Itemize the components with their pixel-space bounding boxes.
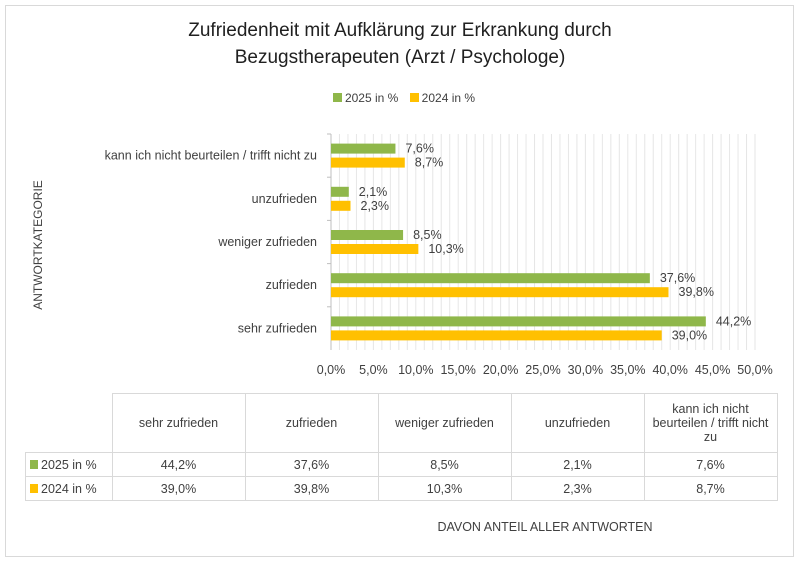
x-tick-label: 5,0%: [359, 363, 388, 377]
table-cell: 8,5%: [377, 452, 512, 477]
category-label: weniger zufrieden: [217, 235, 317, 249]
x-tick-label: 0,0%: [317, 363, 346, 377]
data-label: 8,5%: [413, 228, 442, 242]
data-label: 44,2%: [716, 314, 751, 328]
table-row-label: 2024 in %: [25, 476, 113, 501]
data-label: 2,3%: [361, 199, 390, 213]
legend-label-2025: 2025 in %: [344, 90, 399, 105]
category-label: kann ich nicht beurteilen / trifft nicht…: [105, 149, 317, 163]
chart-frame: [5, 5, 794, 557]
table-cell: 10,3%: [377, 476, 512, 501]
row-label-text: 2025 in %: [41, 457, 97, 472]
legend-swatch-2024: [409, 93, 419, 103]
data-label: 39,0%: [672, 328, 707, 342]
category-label: zufrieden: [266, 278, 317, 292]
legend-label-2024: 2024 in %: [421, 90, 476, 105]
bar-2025: [331, 186, 349, 197]
category-label: sehr zufrieden: [238, 321, 317, 335]
bar-2024: [331, 330, 662, 341]
data-table: sehr zufrieden zufrieden weniger zufried…: [25, 393, 778, 501]
table-header-row: sehr zufrieden zufrieden weniger zufried…: [25, 393, 778, 453]
bar-2024: [331, 200, 351, 211]
x-tick-label: 35,0%: [610, 363, 645, 377]
category-label: unzufrieden: [252, 192, 317, 206]
bar-2024: [331, 244, 419, 254]
legend-swatch-2025: [332, 93, 342, 103]
table-row-2024: 2024 in % 39,0% 39,8% 10,3% 2,3% 8,7%: [25, 476, 778, 501]
table-header: sehr zufrieden: [111, 393, 246, 453]
bar-2025: [331, 143, 396, 154]
x-tick-label: 25,0%: [525, 363, 560, 377]
chart-title-line-2: Bezugstherapeuten (Arzt / Psychologe): [234, 47, 566, 68]
data-label: 2,1%: [359, 185, 388, 199]
table-corner: [25, 393, 113, 453]
table-header: kann ich nicht beurteilen / trifft nicht…: [643, 393, 778, 453]
chart-title-line-1: Zufriedenheit mit Aufklärung zur Erkrank…: [188, 20, 612, 41]
legend-key-2025: [30, 459, 38, 469]
table-header: unzufrieden: [510, 393, 645, 453]
legend: 2025 in % 2024 in %: [0, 90, 800, 105]
data-label: 10,3%: [428, 242, 463, 256]
bar-2025: [331, 230, 404, 240]
x-tick-label: 15,0%: [440, 363, 475, 377]
table-cell: 39,8%: [244, 476, 379, 501]
table-row-label: 2025 in %: [25, 452, 113, 477]
table-cell: 7,6%: [643, 452, 778, 477]
x-tick-label: 40,0%: [652, 363, 687, 377]
row-label-text: 2024 in %: [41, 481, 97, 496]
x-tick-label: 10,0%: [398, 363, 433, 377]
data-label: 8,7%: [415, 156, 444, 170]
table-cell: 2,3%: [510, 476, 645, 501]
data-label: 7,6%: [405, 142, 434, 156]
table-row-2025: 2025 in % 44,2% 37,6% 8,5% 2,1% 7,6%: [25, 452, 778, 477]
x-tick-label: 50,0%: [737, 363, 772, 377]
x-axis-title: DAVON ANTEIL ALLER ANTWORTEN: [437, 520, 653, 534]
table-cell: 39,0%: [111, 476, 246, 501]
plot-area: 0,0% 5,0% 10,0% 15,0% 20,0% 25,0% 30,0% 35,0% 40…: [105, 133, 773, 377]
x-tick-label: 20,0%: [483, 363, 518, 377]
table-cell: 8,7%: [643, 476, 778, 501]
table-header: weniger zufrieden: [377, 393, 512, 453]
table-header: zufrieden: [244, 393, 379, 453]
bar-2024: [331, 287, 669, 298]
table-cell: 37,6%: [244, 452, 379, 477]
bar-2024: [331, 157, 405, 168]
legend-key-2024: [30, 483, 38, 493]
table-cell: 2,1%: [510, 452, 645, 477]
bar-2025: [331, 316, 706, 327]
data-label: 37,6%: [660, 271, 695, 285]
table-cell: 44,2%: [111, 452, 246, 477]
x-tick-label: 45,0%: [695, 363, 730, 377]
data-label: 39,8%: [679, 285, 714, 299]
bar-2025: [331, 273, 650, 284]
x-tick-label: 30,0%: [568, 363, 603, 377]
